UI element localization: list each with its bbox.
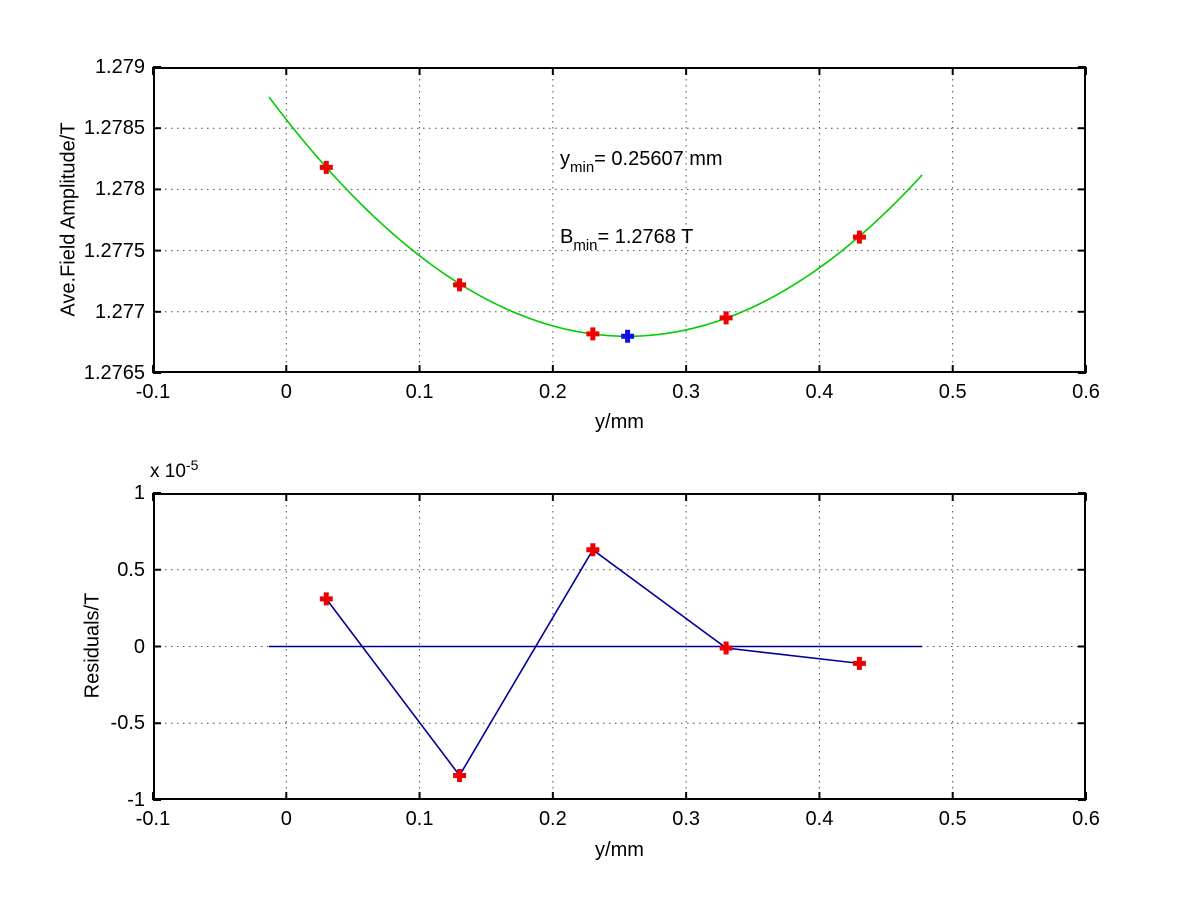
x-tick-label: 0.6 xyxy=(1072,381,1100,403)
x-tick-label: 0.1 xyxy=(405,381,434,403)
x-tick-label: 0.2 xyxy=(538,381,567,403)
y-tick-label: 1.2765 xyxy=(83,362,145,384)
top-x-axis-label: y/mm xyxy=(595,411,644,433)
data-point-marker xyxy=(319,592,333,606)
x-tick-label: 0.3 xyxy=(672,381,701,403)
top-y-axis-label: Ave.Field Amplitude/T xyxy=(57,122,80,317)
annotation-bmin: Bmin= 1.2768 T xyxy=(560,226,694,254)
data-point-marker xyxy=(586,543,600,557)
x-tick-label: 0.3 xyxy=(672,808,701,830)
x-tick-label: -0.1 xyxy=(135,381,171,403)
data-point-marker xyxy=(453,278,467,292)
data-point-marker xyxy=(719,641,733,655)
y-tick-label: -1 xyxy=(127,789,145,811)
y-tick-label: 1 xyxy=(133,482,145,504)
annotation-bmin-base: B xyxy=(560,226,574,248)
x-tick-label: 0.2 xyxy=(538,808,567,830)
bottom-plot-axes xyxy=(152,492,1087,801)
parabola-fit-line xyxy=(268,96,923,338)
data-point-marker xyxy=(852,656,866,670)
exponent-power: -5 xyxy=(185,457,199,473)
y-tick-label: 1.277 xyxy=(94,300,145,323)
annotation-ymin-subscript: min xyxy=(570,159,595,176)
y-tick-label: 1.2775 xyxy=(83,239,145,262)
x-tick-label: 0.5 xyxy=(938,381,967,403)
annotation-ymin-base: y xyxy=(560,148,570,170)
annotation-ymin-value: = 0.25607 mm xyxy=(594,148,723,170)
residuals-line xyxy=(325,548,860,777)
data-point-marker xyxy=(621,329,635,343)
top-plot-axes xyxy=(152,66,1087,374)
x-tick-label: -0.1 xyxy=(135,808,171,830)
y-axis-exponent-label: x 10-5 xyxy=(150,457,198,483)
annotation-ymin: ymin= 0.25607 mm xyxy=(560,148,723,176)
data-point-marker xyxy=(319,160,333,174)
axes-border xyxy=(153,67,1086,373)
x-tick-label: 0.5 xyxy=(938,808,967,830)
y-tick-label: 1.2785 xyxy=(83,117,145,140)
y-tick-label: 0 xyxy=(133,635,145,658)
annotation-bmin-value: = 1.2768 T xyxy=(597,226,694,248)
annotation-bmin-subscript: min xyxy=(573,237,598,254)
y-tick-label: 1.278 xyxy=(94,178,145,201)
x-tick-label: 0 xyxy=(280,808,292,830)
x-tick-label: 0.1 xyxy=(405,808,434,830)
data-point-marker xyxy=(852,230,866,244)
x-tick-label: 0.4 xyxy=(805,808,834,830)
data-point-marker xyxy=(586,327,600,341)
y-tick-label: 1.279 xyxy=(94,56,145,78)
axes-border xyxy=(153,493,1086,800)
exponent-base: x 10 xyxy=(150,461,186,482)
x-tick-label: 0 xyxy=(280,381,292,403)
x-tick-label: 0.6 xyxy=(1072,808,1100,830)
y-tick-label: -0.5 xyxy=(110,712,145,735)
data-point-marker xyxy=(453,768,467,782)
x-tick-label: 0.4 xyxy=(805,381,834,403)
y-tick-label: 0.5 xyxy=(117,558,145,581)
data-point-marker xyxy=(719,311,733,325)
bottom-x-axis-label: y/mm xyxy=(595,839,644,861)
